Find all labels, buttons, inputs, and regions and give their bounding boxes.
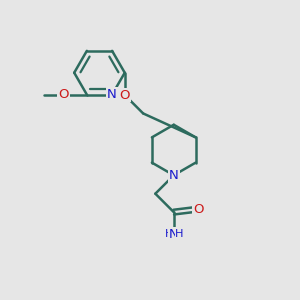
- Text: O: O: [119, 88, 130, 101]
- Text: O: O: [58, 88, 69, 101]
- Text: N: N: [107, 88, 117, 101]
- Text: N: N: [169, 228, 179, 241]
- Text: O: O: [193, 202, 203, 216]
- Text: H: H: [175, 230, 184, 239]
- Text: N: N: [169, 169, 179, 182]
- Text: H: H: [165, 230, 174, 239]
